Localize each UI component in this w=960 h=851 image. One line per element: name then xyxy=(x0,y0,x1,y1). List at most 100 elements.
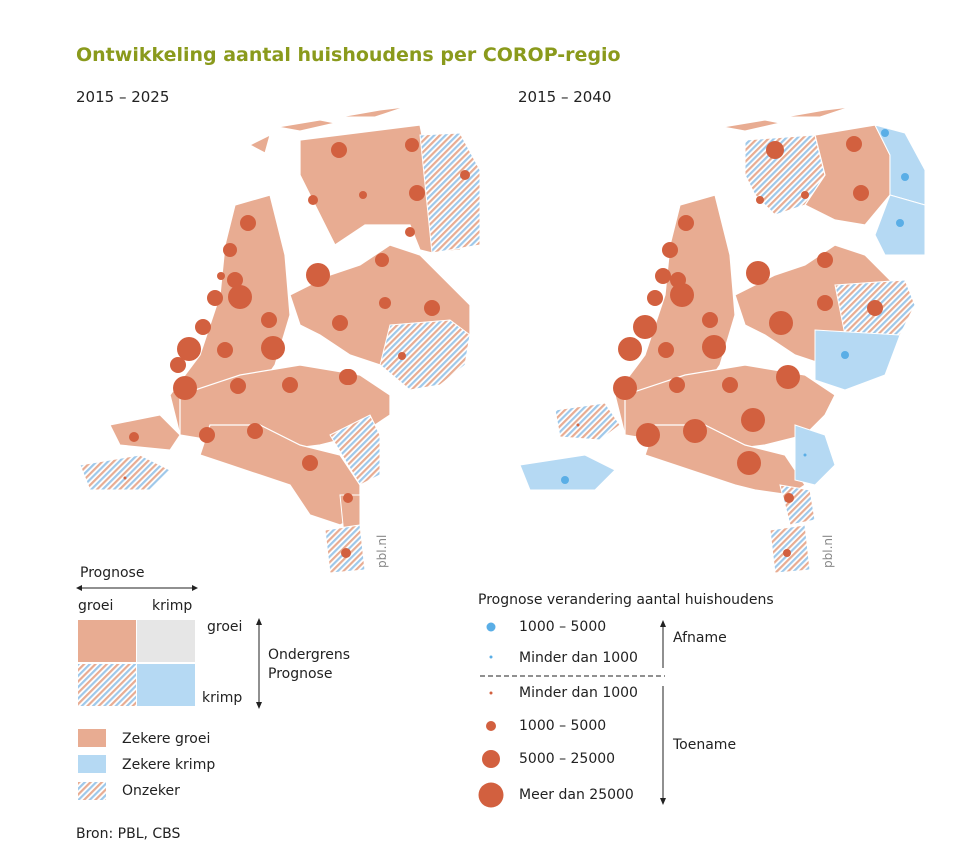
region-achterhoek xyxy=(379,319,471,391)
dot xyxy=(613,376,637,400)
dot xyxy=(409,185,425,201)
dot xyxy=(841,351,849,359)
dot xyxy=(669,377,685,393)
dot xyxy=(776,365,800,389)
dot xyxy=(647,290,663,306)
region-groningen-east xyxy=(419,132,481,254)
legend-col-left: groei xyxy=(78,598,114,614)
dot xyxy=(282,377,298,393)
map-2015-2040 xyxy=(519,106,926,574)
dot xyxy=(339,369,355,385)
dot xyxy=(230,378,246,394)
dot xyxy=(737,451,761,475)
dot xyxy=(561,476,569,484)
wadden-islands xyxy=(277,119,336,132)
dot xyxy=(217,272,225,280)
region-zeeuws-vlaanderen xyxy=(79,454,171,491)
legend-dots-title: Prognose verandering aantal huishoudens xyxy=(478,592,774,608)
dot xyxy=(405,227,415,237)
legend-col-right: krimp xyxy=(152,598,193,614)
matrix-cell-neutral xyxy=(137,620,195,662)
wadden-islands xyxy=(339,106,406,118)
dot xyxy=(683,419,707,443)
region-zuid-limburg xyxy=(769,524,811,574)
dot xyxy=(227,272,243,288)
legend-dot-label: 5000 – 25000 xyxy=(519,751,616,767)
dot xyxy=(702,335,726,359)
map-2-period-label: 2015 – 2040 xyxy=(518,88,612,106)
dot xyxy=(424,300,440,316)
dot xyxy=(633,315,657,339)
dot xyxy=(460,170,470,180)
dot xyxy=(302,455,318,471)
legend-dot-label: Minder dan 1000 xyxy=(519,685,638,701)
dot xyxy=(379,297,391,309)
dot xyxy=(332,315,348,331)
dot xyxy=(846,136,862,152)
dot xyxy=(853,185,869,201)
dot xyxy=(801,191,809,199)
dot xyxy=(817,252,833,268)
dot xyxy=(803,453,807,457)
dot xyxy=(223,243,237,257)
region-zeeland-north xyxy=(109,414,181,451)
dot xyxy=(655,268,671,284)
legend-side-label-1: Ondergrens xyxy=(268,647,351,663)
region-limburg-north xyxy=(329,414,381,486)
dot xyxy=(247,423,263,439)
swatch-onzeker xyxy=(78,782,106,800)
arrow-head-down xyxy=(660,798,666,805)
wadden-islands xyxy=(784,106,851,118)
wadden-islands xyxy=(248,134,271,154)
dot xyxy=(170,357,186,373)
dot xyxy=(405,138,419,152)
dots-decrease-2015-2040 xyxy=(561,129,909,484)
legend-dot-label: 1000 – 5000 xyxy=(519,619,607,635)
legend-dot-increase-5000-25000 xyxy=(482,750,500,768)
dot xyxy=(398,352,406,360)
dot xyxy=(756,196,764,204)
legend-dot-increase-lt1000 xyxy=(489,691,493,695)
swatch-zekere-groei xyxy=(78,729,106,747)
dot xyxy=(240,215,256,231)
dot xyxy=(678,215,694,231)
matrix-cell-growth xyxy=(78,620,136,662)
dot xyxy=(359,191,367,199)
dot xyxy=(636,423,660,447)
matrix-cell-shrink xyxy=(137,664,195,706)
legend-axis-label: Prognose xyxy=(80,565,145,581)
legend-dot-label: 1000 – 5000 xyxy=(519,718,607,734)
dot xyxy=(375,253,389,267)
dot xyxy=(173,376,197,400)
dot xyxy=(308,195,318,205)
dot xyxy=(766,141,784,159)
region-brabant xyxy=(644,424,806,496)
dot xyxy=(199,427,215,443)
dot xyxy=(722,377,738,393)
dot xyxy=(217,342,233,358)
dot xyxy=(576,423,580,427)
dot xyxy=(228,285,252,309)
dot xyxy=(261,312,277,328)
legend-side-label-2: Prognose xyxy=(268,666,333,682)
dot xyxy=(881,129,889,137)
dot xyxy=(306,263,330,287)
dots-increase-2015-2040 xyxy=(576,136,883,557)
dot xyxy=(618,337,642,361)
dot xyxy=(123,476,127,480)
matrix-cell-uncertain xyxy=(78,664,136,706)
dot xyxy=(207,290,223,306)
dot xyxy=(702,312,718,328)
legend-dot-increase-1000-5000 xyxy=(486,721,496,731)
dot xyxy=(261,336,285,360)
dot xyxy=(769,311,793,335)
dot xyxy=(901,173,909,181)
dot xyxy=(867,300,883,316)
legend-dot-label: Meer dan 25000 xyxy=(519,787,634,803)
legend-class-label: Onzeker xyxy=(122,783,180,799)
region-zeeuws-vlaanderen-shrink xyxy=(519,454,616,491)
legend-dot-decrease-1000-5000 xyxy=(486,622,496,632)
legend-dot-decrease-lt1000 xyxy=(489,655,493,659)
map-1-period-label: 2015 – 2025 xyxy=(76,88,170,106)
